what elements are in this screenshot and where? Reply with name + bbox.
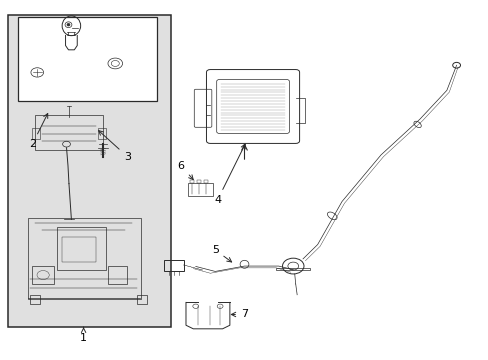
Text: 1: 1 xyxy=(80,327,87,343)
Bar xyxy=(137,295,147,304)
Bar xyxy=(98,128,105,139)
Bar xyxy=(32,128,40,139)
Bar xyxy=(108,266,127,284)
Bar xyxy=(61,237,96,262)
Text: 3: 3 xyxy=(99,131,131,162)
Bar xyxy=(30,295,40,304)
Bar xyxy=(188,183,212,196)
Text: 7: 7 xyxy=(231,310,247,319)
Text: 5: 5 xyxy=(211,245,231,262)
Text: 2: 2 xyxy=(29,113,48,149)
Text: 6: 6 xyxy=(177,161,193,180)
Bar xyxy=(57,226,105,270)
Bar xyxy=(203,180,207,183)
Bar xyxy=(18,17,157,101)
Text: 4: 4 xyxy=(214,144,245,205)
Bar xyxy=(32,266,54,284)
Bar xyxy=(8,15,171,327)
Ellipse shape xyxy=(67,23,70,26)
Bar xyxy=(197,180,201,183)
Bar xyxy=(190,180,194,183)
